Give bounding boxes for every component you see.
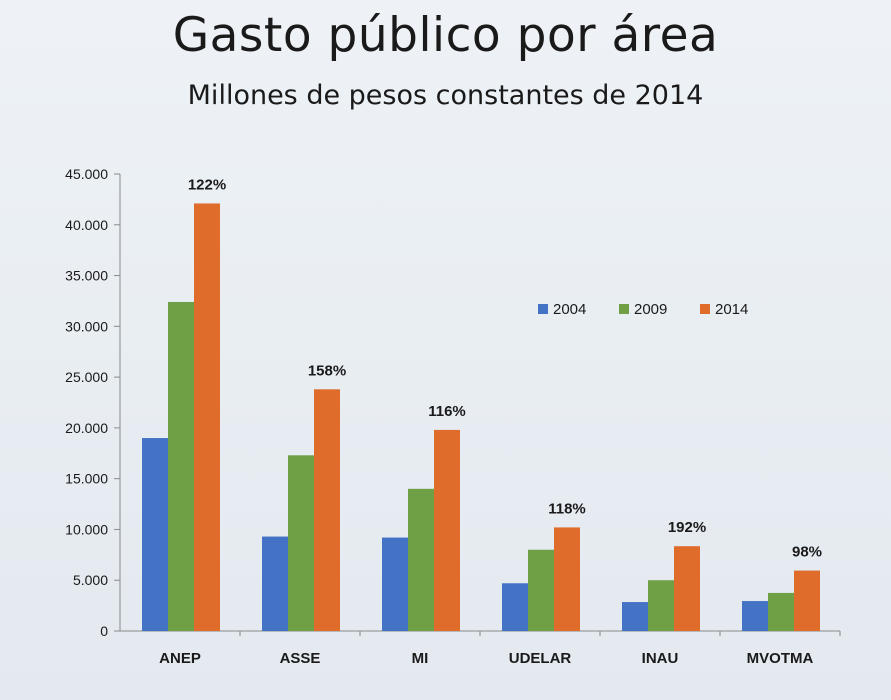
growth-label: 192%: [668, 519, 706, 536]
category-label: UDELAR: [509, 650, 572, 667]
bar-2009-anep: [168, 301, 194, 631]
legend-label-2004: 2004: [553, 301, 586, 318]
y-tick-label: 25.000: [65, 369, 108, 385]
category-label: ASSE: [280, 650, 321, 667]
bar-2014-udelar: [554, 527, 580, 631]
bar-2014-inau: [674, 546, 700, 631]
bar-2009-mvotma: [768, 592, 794, 631]
bar-2009-inau: [648, 580, 674, 631]
y-tick-label: 20.000: [65, 420, 108, 436]
y-tick-label: 30.000: [65, 318, 108, 334]
bar-2004-mi: [382, 537, 408, 631]
growth-label: 122%: [188, 176, 226, 193]
growth-label: 116%: [428, 403, 466, 420]
chart-title: Gasto público por área: [172, 8, 719, 63]
legend-swatch-2009: [619, 304, 629, 314]
bar-2009-mi: [408, 488, 434, 631]
chart-subtitle: Millones de pesos constantes de 2014: [187, 80, 704, 111]
bar-2004-asse: [262, 536, 288, 631]
y-tick-label: 40.000: [65, 217, 108, 233]
bar-2014-mvotma: [794, 570, 820, 631]
category-label: MVOTMA: [747, 650, 814, 667]
bar-2014-anep: [194, 203, 220, 631]
bar-2009-asse: [288, 455, 314, 631]
growth-label: 118%: [548, 500, 586, 517]
bar-2004-anep: [142, 438, 168, 631]
y-tick-label: 45.000: [65, 166, 108, 182]
legend-swatch-2004: [538, 304, 548, 314]
bar-2009-udelar: [528, 549, 554, 631]
y-tick-label: 0: [100, 623, 108, 639]
y-tick-label: 10.000: [65, 521, 108, 537]
category-label: MI: [412, 650, 429, 667]
y-tick-label: 15.000: [65, 471, 108, 487]
bar-2014-mi: [434, 429, 460, 631]
legend-label-2014: 2014: [715, 301, 748, 318]
y-tick-label: 35.000: [65, 268, 108, 284]
category-label: INAU: [642, 650, 679, 667]
bar-2004-mvotma: [742, 601, 768, 631]
legend-swatch-2014: [700, 304, 710, 314]
growth-label: 98%: [792, 544, 822, 561]
bar-2004-udelar: [502, 583, 528, 631]
bar-2014-asse: [314, 389, 340, 631]
growth-label: 158%: [308, 362, 346, 379]
legend-label-2009: 2009: [634, 301, 667, 318]
category-label: ANEP: [159, 650, 201, 667]
bar-2004-inau: [622, 602, 648, 631]
y-tick-label: 5.000: [73, 572, 108, 588]
